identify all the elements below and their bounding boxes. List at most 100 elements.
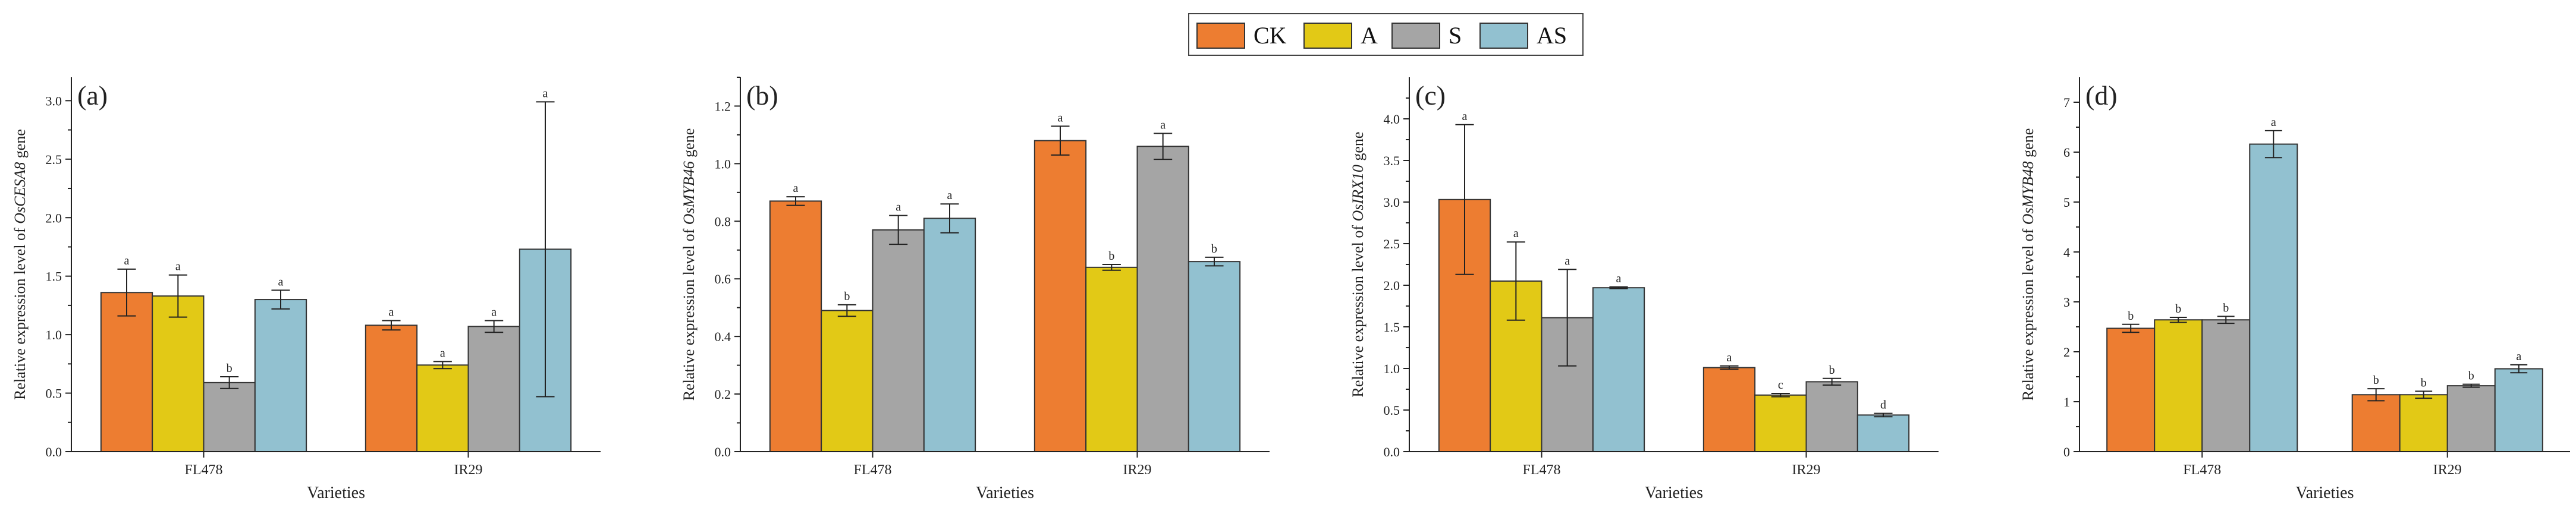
y-tick-label: 0.0 — [1384, 445, 1400, 459]
chart-panel-3: a a a c a b a d 0.0 0.5 1.0 1.5 2.0 2.5 3.0 3.5 4.0 FL478… — [1349, 77, 1939, 502]
significance-letter: b — [2223, 301, 2229, 314]
x-tick-label: FL478 — [2183, 462, 2221, 478]
y-tick-label: 1 — [2063, 395, 2070, 409]
x-axis-label: Varieties — [2296, 484, 2354, 502]
y-tick-label: 1.5 — [1384, 320, 1400, 335]
bar-as-ir29 — [1856, 414, 1910, 453]
x-axis-label: Varieties — [307, 484, 365, 502]
error-bar-ck-ir29 — [2367, 388, 2385, 402]
y-tick-label: 2 — [2063, 345, 2070, 360]
bar-ck-ir29 — [2351, 394, 2401, 452]
bar-a-ir29 — [416, 364, 469, 452]
y-tick-label: 3.5 — [1384, 153, 1400, 168]
legend-label-ck: CK — [1254, 22, 1287, 49]
bar-a-fl478 — [2154, 319, 2203, 452]
y-tick-label: 5 — [2063, 195, 2070, 210]
significance-letter: a — [1565, 254, 1570, 267]
bar-as-fl478 — [923, 217, 976, 452]
error-bar-s-ir29 — [1823, 377, 1842, 386]
error-bar-a-fl478 — [1506, 241, 1525, 321]
y-tick-label: 0.0 — [46, 445, 62, 459]
x-axis-label: Varieties — [976, 484, 1034, 502]
y-tick-label: 0.5 — [46, 386, 62, 401]
bar-ck-ir29 — [365, 324, 418, 452]
y-tick-label: 7 — [2063, 95, 2070, 110]
bar-as-ir29 — [1188, 261, 1241, 452]
panel-label: (c) — [1415, 80, 1446, 111]
y-tick-label: 2.5 — [46, 152, 62, 167]
error-bar-s-fl478 — [220, 376, 239, 389]
error-bar-as-fl478 — [940, 203, 959, 234]
y-tick-label: 3.0 — [46, 93, 62, 108]
significance-letter: b — [2373, 374, 2379, 387]
bar-s-ir29 — [1805, 381, 1858, 453]
legend: CK A S AS — [1188, 13, 1584, 56]
error-bar-as-fl478 — [2264, 130, 2282, 159]
error-bar-as-ir29 — [1205, 256, 1224, 267]
bar-s-ir29 — [467, 326, 520, 452]
legend-swatch-ck — [1196, 23, 1245, 49]
bar-as-fl478 — [2249, 143, 2298, 452]
significance-letter: a — [896, 201, 901, 214]
bar-as-fl478 — [254, 299, 307, 452]
y-tick-label: 1.0 — [1384, 361, 1400, 376]
error-bar-as-fl478 — [1609, 286, 1628, 289]
error-bar-ck-fl478 — [117, 268, 136, 317]
bar-as-fl478 — [1592, 287, 1645, 452]
bar-ck-fl478 — [2106, 327, 2156, 453]
error-bar-ck-fl478 — [786, 196, 805, 206]
panel-label: (a) — [77, 80, 108, 111]
error-bar-s-fl478 — [889, 215, 908, 245]
significance-letter: a — [793, 182, 799, 195]
error-bar-a-fl478 — [837, 304, 856, 317]
y-tick-label: 1.0 — [46, 327, 62, 342]
error-bar-as-ir29 — [536, 101, 555, 398]
y-axis-label: Relative expression level of OsMYB46 gen… — [680, 128, 698, 401]
panel-label: (b) — [746, 80, 778, 111]
y-tick-label: 4.0 — [1384, 112, 1400, 127]
x-tick-label: IR29 — [2433, 462, 2462, 478]
significance-letter: c — [1778, 379, 1783, 392]
bar-s-fl478 — [2201, 319, 2251, 452]
bar-ck-fl478 — [769, 200, 822, 452]
error-bar-as-ir29 — [2510, 364, 2528, 374]
legend-label-s: S — [1449, 22, 1462, 49]
significance-letter: b — [2468, 370, 2474, 383]
significance-letter: b — [844, 290, 850, 303]
y-tick-label: 3.0 — [1384, 195, 1400, 210]
bar-a-fl478 — [821, 310, 874, 452]
error-bar-s-ir29 — [2462, 383, 2480, 388]
significance-letter: b — [2128, 310, 2134, 323]
significance-letter: a — [2516, 350, 2521, 363]
error-bar-a-fl478 — [168, 274, 187, 318]
y-tick-label: 0.5 — [1384, 403, 1400, 418]
significance-letter: a — [440, 346, 445, 360]
error-bar-a-ir29 — [1771, 393, 1790, 398]
x-axis-label: Varieties — [1645, 484, 1703, 502]
error-bar-ck-fl478 — [2122, 323, 2140, 333]
error-bar-a-fl478 — [2169, 317, 2187, 323]
panel-label: (d) — [2085, 80, 2118, 111]
error-bar-a-ir29 — [2415, 390, 2433, 399]
y-tick-label: 0.2 — [715, 387, 731, 402]
y-tick-label: 3 — [2063, 295, 2070, 310]
legend-swatch-s — [1391, 23, 1440, 49]
bar-ck-ir29 — [1702, 367, 1756, 452]
significance-letter: a — [389, 306, 394, 319]
bar-a-ir29 — [2399, 394, 2448, 452]
error-bar-s-fl478 — [2217, 316, 2235, 324]
y-tick-label: 0.8 — [715, 214, 731, 229]
y-axis-label: Relative expression level of OsMYB48 gen… — [2019, 128, 2037, 401]
legend-swatch-a — [1303, 23, 1352, 49]
error-bar-as-ir29 — [1874, 412, 1893, 418]
bar-ck-ir29 — [1033, 140, 1087, 453]
y-tick-label: 0 — [2063, 445, 2070, 459]
significance-letter: b — [2175, 302, 2181, 316]
y-tick-label: 0.4 — [715, 329, 731, 344]
significance-letter: a — [491, 306, 497, 319]
y-tick-label: 1.5 — [46, 269, 62, 284]
significance-letter: a — [1513, 227, 1519, 240]
chart-panel-1: a a a a b a a a 0.0 0.5 1.0 1.5 2.0 2.5 3.0 FL478 IR29 Va… — [11, 77, 601, 502]
y-tick-label: 1.2 — [715, 99, 731, 114]
